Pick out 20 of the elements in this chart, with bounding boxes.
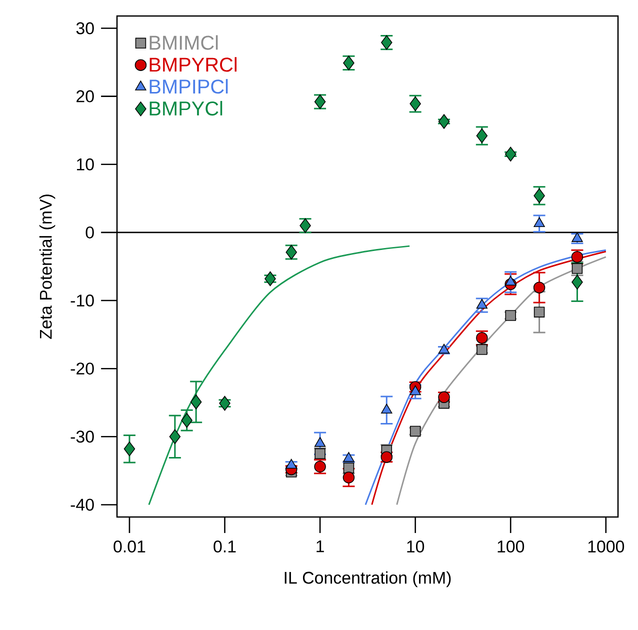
legend-label: BMPYRCl xyxy=(150,57,237,72)
y-tick-label: -20 xyxy=(70,362,94,375)
legend-label: BMIMCl xyxy=(150,35,218,50)
x-tick-label: 1000 xyxy=(588,540,624,552)
legend-label: BMPIPCl xyxy=(150,79,228,94)
y-tick-label: 10 xyxy=(76,158,94,170)
y-axis-title: Zeta Potential (mV) xyxy=(39,194,56,339)
x-tick-label: 0.1 xyxy=(214,540,236,552)
y-tick-label: 30 xyxy=(76,22,94,34)
y-tick-label: -40 xyxy=(70,498,94,511)
legend-label: BMPYCl xyxy=(150,100,222,116)
x-tick-label: 100 xyxy=(498,540,524,552)
y-tick-label: -30 xyxy=(70,430,94,443)
x-tick-label: 10 xyxy=(407,540,424,552)
y-tick-label: 20 xyxy=(76,90,94,102)
y-tick-label: 0 xyxy=(86,226,94,238)
x-tick-label: 1 xyxy=(316,540,324,552)
x-axis-title: IL Concentration (mM) xyxy=(284,571,451,588)
y-tick-label: -10 xyxy=(70,294,94,307)
x-tick-label: 0.01 xyxy=(114,540,146,552)
